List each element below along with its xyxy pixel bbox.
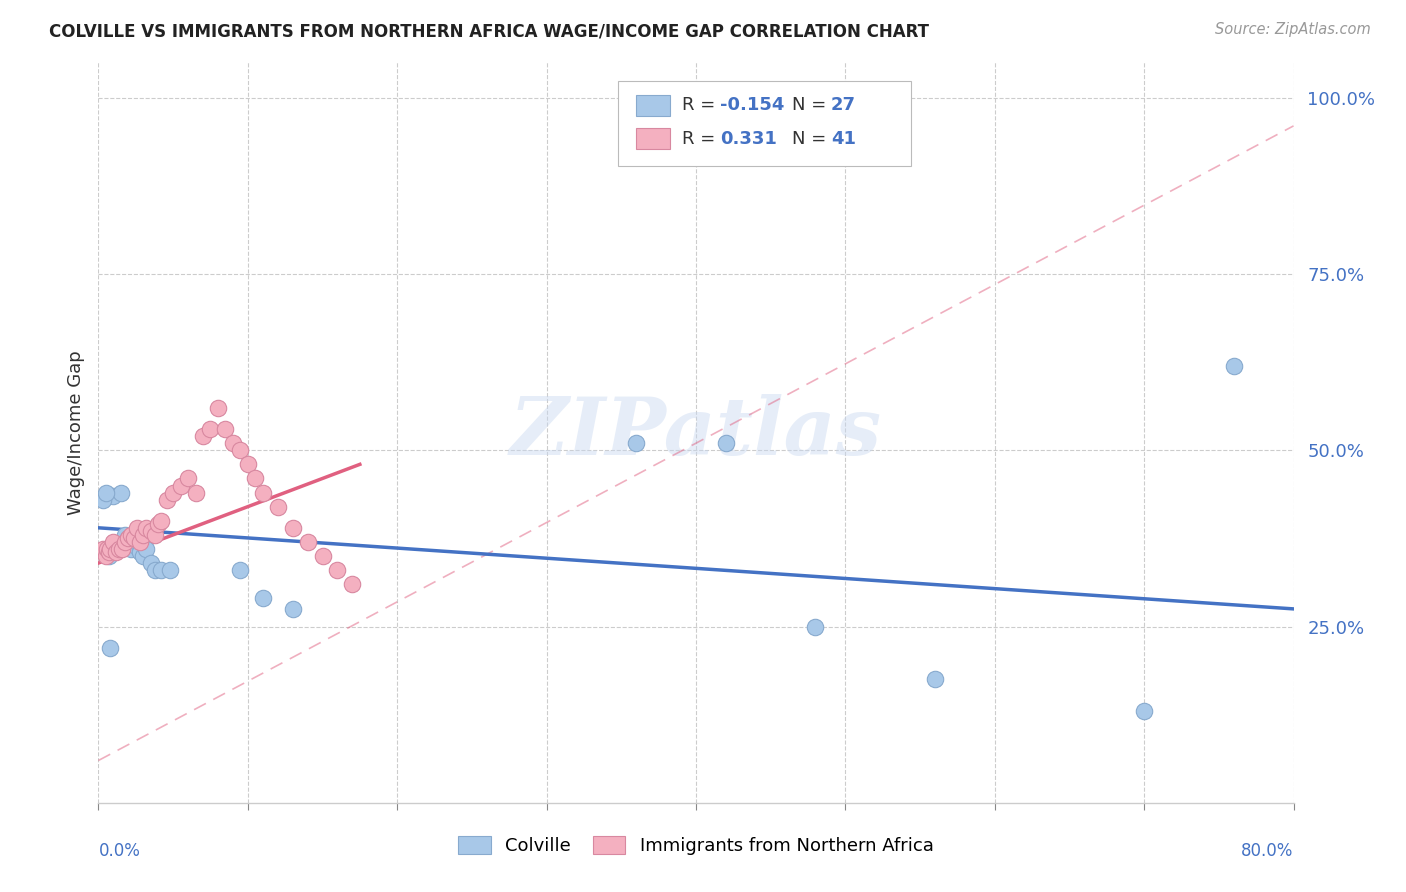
Point xyxy=(105,545,128,559)
Point xyxy=(252,485,274,500)
Text: 41: 41 xyxy=(831,129,856,148)
Point xyxy=(110,485,132,500)
Point xyxy=(177,471,200,485)
Point xyxy=(1223,359,1246,373)
Text: N =: N = xyxy=(792,96,831,114)
Point xyxy=(162,485,184,500)
Point xyxy=(222,436,245,450)
Point xyxy=(1133,704,1156,718)
Point xyxy=(326,563,349,577)
Point xyxy=(91,541,114,556)
Point xyxy=(103,489,125,503)
Point xyxy=(714,436,737,450)
Point xyxy=(267,500,290,514)
Point xyxy=(159,563,181,577)
Point xyxy=(281,521,304,535)
Point xyxy=(236,458,259,472)
Point xyxy=(311,549,333,563)
Y-axis label: Wage/Income Gap: Wage/Income Gap xyxy=(66,351,84,515)
Point xyxy=(252,591,274,606)
Text: Source: ZipAtlas.com: Source: ZipAtlas.com xyxy=(1215,22,1371,37)
Text: -0.154: -0.154 xyxy=(720,96,785,114)
Point xyxy=(143,563,166,577)
Text: 0.0%: 0.0% xyxy=(98,842,141,860)
Point xyxy=(150,563,173,577)
Point xyxy=(135,521,157,535)
Point xyxy=(169,478,191,492)
Point xyxy=(132,528,155,542)
Point xyxy=(129,535,152,549)
Point xyxy=(96,541,118,556)
Point xyxy=(245,471,267,485)
Point xyxy=(148,517,170,532)
Point xyxy=(127,521,149,535)
Point xyxy=(114,535,136,549)
Point xyxy=(127,535,149,549)
Point xyxy=(94,485,117,500)
Bar xyxy=(637,95,669,116)
Point xyxy=(139,524,162,539)
Point xyxy=(804,619,827,633)
Point xyxy=(117,532,139,546)
Point xyxy=(111,541,134,556)
Point xyxy=(117,532,139,546)
Point xyxy=(98,640,122,655)
Point xyxy=(91,492,114,507)
Point xyxy=(120,528,142,542)
Legend: Colville, Immigrants from Northern Africa: Colville, Immigrants from Northern Afric… xyxy=(450,827,942,864)
Point xyxy=(114,528,136,542)
Text: R =: R = xyxy=(682,96,721,114)
Point xyxy=(124,532,146,546)
Point xyxy=(150,514,173,528)
Point xyxy=(626,436,648,450)
Point xyxy=(97,549,120,563)
Point xyxy=(214,422,236,436)
Point xyxy=(191,429,214,443)
Text: 80.0%: 80.0% xyxy=(1241,842,1294,860)
Point xyxy=(132,549,155,563)
Point xyxy=(108,541,131,556)
Text: R =: R = xyxy=(682,129,727,148)
Point xyxy=(281,602,304,616)
Point xyxy=(98,541,122,556)
Point xyxy=(924,673,946,687)
Point xyxy=(94,549,117,563)
Point xyxy=(156,492,179,507)
Text: COLVILLE VS IMMIGRANTS FROM NORTHERN AFRICA WAGE/INCOME GAP CORRELATION CHART: COLVILLE VS IMMIGRANTS FROM NORTHERN AFR… xyxy=(49,22,929,40)
Point xyxy=(139,556,162,570)
Bar xyxy=(637,128,669,149)
Point xyxy=(135,541,157,556)
Text: N =: N = xyxy=(792,129,831,148)
Point xyxy=(184,485,207,500)
Point xyxy=(229,563,252,577)
Point xyxy=(207,401,229,415)
Point xyxy=(297,535,319,549)
Point xyxy=(129,545,152,559)
Point xyxy=(200,422,222,436)
Point xyxy=(97,545,120,559)
Text: 27: 27 xyxy=(831,96,856,114)
FancyBboxPatch shape xyxy=(619,81,911,166)
Text: 0.331: 0.331 xyxy=(720,129,776,148)
Point xyxy=(120,541,142,556)
Text: ZIPatlas: ZIPatlas xyxy=(510,394,882,471)
Point xyxy=(143,528,166,542)
Point xyxy=(124,538,146,552)
Point xyxy=(229,443,252,458)
Point xyxy=(103,535,125,549)
Point xyxy=(342,577,364,591)
